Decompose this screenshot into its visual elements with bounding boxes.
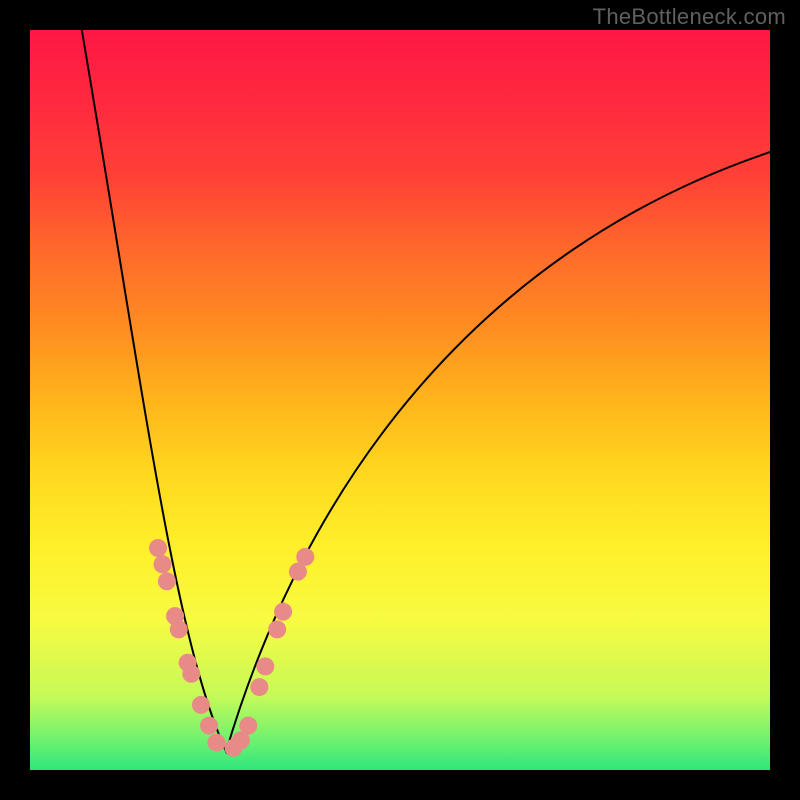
data-marker: [200, 717, 218, 735]
data-marker: [256, 657, 274, 675]
data-marker: [207, 734, 225, 752]
data-marker: [182, 665, 200, 683]
data-marker: [153, 555, 171, 573]
data-marker: [239, 717, 257, 735]
data-marker: [192, 696, 210, 714]
gradient-background: [30, 30, 770, 770]
chart-svg: [30, 30, 770, 770]
watermark-text: TheBottleneck.com: [593, 4, 786, 30]
data-marker: [268, 620, 286, 638]
data-marker: [296, 548, 314, 566]
chart-frame: TheBottleneck.com: [0, 0, 800, 800]
data-marker: [250, 678, 268, 696]
data-marker: [149, 539, 167, 557]
data-marker: [170, 620, 188, 638]
data-marker: [158, 572, 176, 590]
plot-area: [30, 30, 770, 770]
data-marker: [274, 603, 292, 621]
